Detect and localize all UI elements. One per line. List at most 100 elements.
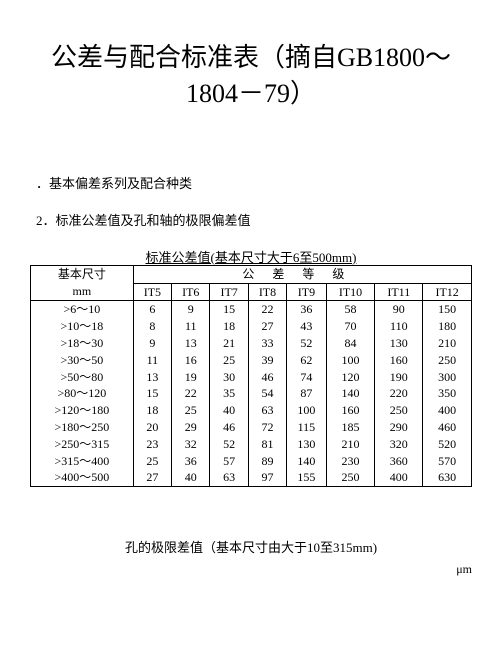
value-cell: 22	[172, 385, 210, 402]
value-cell: 140	[326, 385, 375, 402]
value-cell: 87	[287, 385, 327, 402]
value-cell: 160	[375, 352, 423, 369]
value-cell: 290	[375, 419, 423, 436]
value-cell: 32	[172, 436, 210, 453]
value-cell: 11	[133, 352, 171, 369]
value-cell: 13	[172, 335, 210, 352]
value-cell: 46	[210, 419, 248, 436]
value-cell: 25	[210, 352, 248, 369]
value-cell: 115	[287, 419, 327, 436]
value-cell: 90	[375, 301, 423, 318]
sub-table-title: 孔的极限差值（基本尺寸由大于10至315mm)	[30, 537, 472, 556]
value-cell: 250	[375, 402, 423, 419]
value-cell: 11	[172, 318, 210, 335]
value-cell: 250	[326, 469, 375, 486]
col-header: IT7	[210, 283, 248, 301]
table-row: >180～25020294672115185290460	[31, 419, 472, 436]
value-cell: 54	[248, 385, 286, 402]
col-header: IT12	[423, 283, 472, 301]
table-row: >18～3091321335284130210	[31, 335, 472, 352]
col-header: IT5	[133, 283, 171, 301]
value-cell: 72	[248, 419, 286, 436]
value-cell: 21	[210, 335, 248, 352]
table-row: >80～1201522355487140220350	[31, 385, 472, 402]
value-cell: 9	[172, 301, 210, 318]
value-cell: 29	[172, 419, 210, 436]
tolerance-table: 标准公差值(基本尺寸大于6至500mm) 基本尺寸 公差等级 mm IT5IT6…	[30, 247, 472, 487]
value-cell: 150	[423, 301, 472, 318]
value-cell: 63	[248, 402, 286, 419]
value-cell: 460	[423, 419, 472, 436]
value-cell: 27	[248, 318, 286, 335]
value-cell: 160	[326, 402, 375, 419]
value-cell: 18	[210, 318, 248, 335]
value-cell: 25	[133, 453, 171, 470]
value-cell: 58	[326, 301, 375, 318]
value-cell: 39	[248, 352, 286, 369]
value-cell: 630	[423, 469, 472, 486]
value-cell: 140	[287, 453, 327, 470]
value-cell: 9	[133, 335, 171, 352]
value-cell: 40	[210, 402, 248, 419]
value-cell: 36	[287, 301, 327, 318]
value-cell: 130	[375, 335, 423, 352]
table-row: >315～40025365789140230360570	[31, 453, 472, 470]
value-cell: 120	[326, 369, 375, 386]
section-2: 2．标准公差值及孔和轴的极限偏差值	[36, 210, 472, 229]
value-cell: 84	[326, 335, 375, 352]
dim-cell: >30～50	[31, 352, 134, 369]
table-row: >6～10691522365890150	[31, 301, 472, 318]
dim-cell: >400～500	[31, 469, 134, 486]
value-cell: 20	[133, 419, 171, 436]
value-cell: 250	[423, 352, 472, 369]
value-cell: 8	[133, 318, 171, 335]
value-cell: 63	[210, 469, 248, 486]
value-cell: 230	[326, 453, 375, 470]
value-cell: 89	[248, 453, 286, 470]
value-cell: 400	[375, 469, 423, 486]
value-cell: 22	[248, 301, 286, 318]
value-cell: 70	[326, 318, 375, 335]
grade-spanner: 公差等级	[133, 265, 471, 283]
dim-cell: >6～10	[31, 301, 134, 318]
dim-cell: >250～315	[31, 436, 134, 453]
value-cell: 23	[133, 436, 171, 453]
value-cell: 400	[423, 402, 472, 419]
value-cell: 360	[375, 453, 423, 470]
value-cell: 25	[172, 402, 210, 419]
value-cell: 30	[210, 369, 248, 386]
value-cell: 62	[287, 352, 327, 369]
value-cell: 35	[210, 385, 248, 402]
table-row: >250～31523325281130210320520	[31, 436, 472, 453]
table-row: >400～50027406397155250400630	[31, 469, 472, 486]
col-header: IT11	[375, 283, 423, 301]
dim-cell: >80～120	[31, 385, 134, 402]
data-table: 基本尺寸 公差等级 mm IT5IT6IT7IT8IT9IT10IT11IT12…	[30, 265, 472, 487]
value-cell: 155	[287, 469, 327, 486]
value-cell: 43	[287, 318, 327, 335]
value-cell: 350	[423, 385, 472, 402]
dim-cell: >50～80	[31, 369, 134, 386]
value-cell: 15	[133, 385, 171, 402]
value-cell: 210	[326, 436, 375, 453]
value-cell: 110	[375, 318, 423, 335]
value-cell: 36	[172, 453, 210, 470]
unit-label: μm	[30, 562, 472, 577]
col-header: IT10	[326, 283, 375, 301]
value-cell: 52	[287, 335, 327, 352]
value-cell: 520	[423, 436, 472, 453]
table-row: >10～1881118274370110180	[31, 318, 472, 335]
value-cell: 81	[248, 436, 286, 453]
value-cell: 19	[172, 369, 210, 386]
value-cell: 210	[423, 335, 472, 352]
value-cell: 33	[248, 335, 286, 352]
col-header: IT6	[172, 283, 210, 301]
value-cell: 100	[326, 352, 375, 369]
table-title: 标准公差值(基本尺寸大于6至500mm)	[30, 247, 472, 266]
value-cell: 185	[326, 419, 375, 436]
section-1: ．基本偏差系列及配合种类	[36, 173, 472, 192]
dim-cell: >120～180	[31, 402, 134, 419]
value-cell: 300	[423, 369, 472, 386]
value-cell: 130	[287, 436, 327, 453]
value-cell: 6	[133, 301, 171, 318]
